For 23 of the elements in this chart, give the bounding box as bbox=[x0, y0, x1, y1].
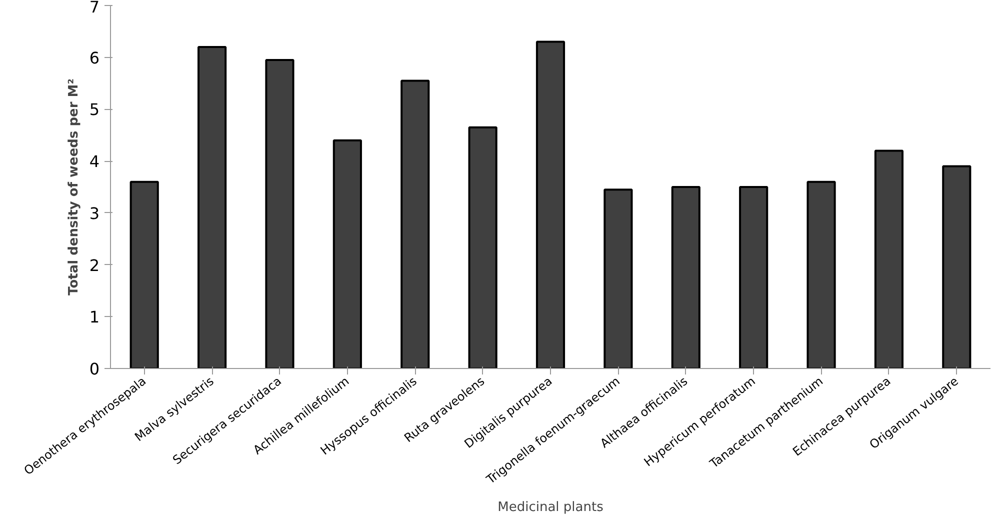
y-axis-title: Total density of weeds per M² bbox=[66, 78, 82, 296]
bar bbox=[130, 180, 159, 368]
bar bbox=[739, 186, 768, 368]
y-tick-label: 2 bbox=[89, 256, 100, 275]
y-tick-label: 6 bbox=[89, 48, 100, 68]
bar bbox=[332, 139, 362, 368]
bar bbox=[198, 46, 227, 368]
y-tick-label: 3 bbox=[89, 204, 100, 223]
y-tick-label: 4 bbox=[89, 152, 100, 172]
bar bbox=[671, 186, 700, 368]
bar bbox=[536, 40, 566, 368]
y-tick-label: 5 bbox=[89, 100, 100, 120]
bar bbox=[400, 80, 430, 368]
y-tick-label: 7 bbox=[89, 0, 100, 16]
y-tick-label: 1 bbox=[89, 308, 100, 327]
bar bbox=[806, 180, 836, 368]
bar bbox=[874, 150, 904, 368]
bar bbox=[265, 58, 294, 368]
bar bbox=[468, 126, 498, 368]
y-tick-label: 0 bbox=[89, 360, 100, 378]
bar bbox=[942, 165, 972, 368]
bar bbox=[604, 188, 633, 368]
x-axis-title: Medicinal plants bbox=[498, 500, 604, 516]
